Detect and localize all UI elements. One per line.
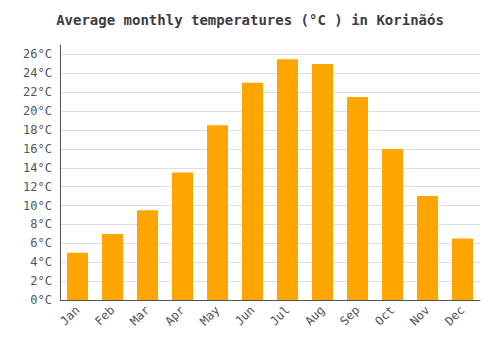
svg-text:22°C: 22°C (23, 85, 52, 99)
svg-text:24°C: 24°C (23, 66, 52, 80)
svg-text:Jul: Jul (267, 303, 292, 328)
svg-text:4°C: 4°C (30, 255, 52, 269)
svg-text:10°C: 10°C (23, 199, 52, 213)
svg-text:18°C: 18°C (23, 123, 52, 137)
svg-text:Jun: Jun (232, 303, 257, 328)
svg-text:Oct: Oct (372, 303, 397, 328)
svg-text:8°C: 8°C (30, 217, 52, 231)
svg-text:12°C: 12°C (23, 180, 52, 194)
svg-text:2°C: 2°C (30, 274, 52, 288)
svg-text:0°C: 0°C (30, 293, 52, 307)
svg-text:Nov: Nov (407, 303, 432, 328)
svg-text:Average monthly temperatures (: Average monthly temperatures (°C ) in Ko… (56, 12, 444, 28)
svg-text:May: May (197, 303, 222, 328)
svg-text:26°C: 26°C (23, 47, 52, 61)
svg-text:Feb: Feb (92, 303, 117, 328)
svg-text:Aug: Aug (302, 303, 327, 328)
svg-text:Jan: Jan (57, 303, 82, 328)
svg-text:6°C: 6°C (30, 236, 52, 250)
svg-text:16°C: 16°C (23, 142, 52, 156)
svg-text:Mar: Mar (127, 303, 152, 328)
svg-text:14°C: 14°C (23, 161, 52, 175)
svg-text:Apr: Apr (162, 303, 187, 328)
svg-text:Sep: Sep (337, 303, 362, 328)
svg-text:Dec: Dec (442, 303, 467, 328)
svg-text:20°C: 20°C (23, 104, 52, 118)
